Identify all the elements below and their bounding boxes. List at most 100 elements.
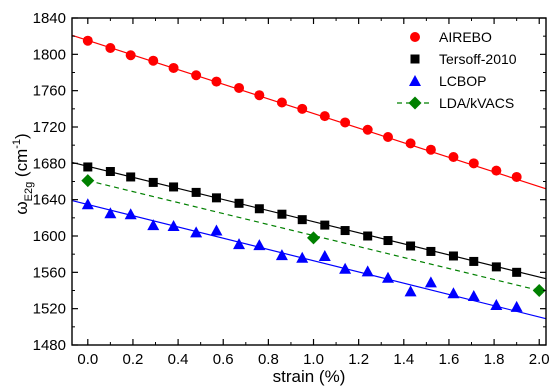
x-tick-label: 0.6 [213,351,234,368]
point-airebo [405,138,416,149]
point-lcbop [510,300,523,312]
point-airebo [254,90,265,101]
legend-label: AIREBO [439,29,492,45]
point-lda-kvacs [532,284,546,297]
point-tersoff-2010 [363,231,373,241]
point-airebo [340,117,351,128]
y-axis-symbol: ω [12,201,31,214]
legend-label: LDA/kVACS [439,95,514,111]
point-lcbop [124,208,137,220]
y-tick-label: 1720 [33,119,66,136]
point-tersoff-2010 [169,182,179,192]
legend: AIREBO Tersoff-2010 LCBOP LDA/kVACS [397,29,517,111]
point-tersoff-2010 [234,198,244,208]
point-lcbop [253,239,266,251]
legend-item-lcbop: LCBOP [409,73,486,89]
point-tersoff-2010 [211,193,221,203]
point-lcbop [210,224,223,236]
x-tick-label: 1.2 [348,351,369,368]
point-lcbop [296,251,309,263]
point-airebo [125,50,136,61]
y-tick-label: 1600 [33,228,66,245]
legend-marker [410,32,420,42]
point-airebo [319,111,330,122]
point-lda-kvacs [307,231,321,245]
data-markers [81,35,546,312]
point-airebo [425,144,436,155]
legend-item-tersoff-2010: Tersoff-2010 [410,51,517,67]
legend-item-airebo: AIREBO [410,29,492,45]
point-tersoff-2010 [105,167,115,177]
y-tick-label: 1560 [33,264,66,281]
point-lcbop [318,249,331,261]
legend-marker [410,54,420,64]
y-tick-label: 1640 [33,192,66,209]
point-tersoff-2010 [254,204,264,214]
point-tersoff-2010 [126,172,136,182]
point-tersoff-2010 [191,187,201,197]
point-lcbop [447,287,460,299]
point-lcbop [339,262,352,274]
y-tick-label: 1800 [33,46,66,63]
point-airebo [297,103,308,114]
point-tersoff-2010 [83,162,93,172]
legend-marker [409,75,421,86]
fit-line-lcbop [71,199,547,320]
point-lcbop [490,299,503,311]
point-airebo [168,62,179,73]
x-tick-label: 2.0 [529,351,550,368]
x-tick-label: 1.4 [393,351,414,368]
point-tersoff-2010 [406,241,416,251]
point-lcbop [190,226,203,238]
point-airebo [448,151,459,162]
y-axis-unit-post: ) [12,133,31,139]
point-tersoff-2010 [426,246,436,256]
y-axis-title: ωE2g (cm-1) [11,133,35,214]
point-airebo [491,165,502,176]
point-lcbop [404,285,417,297]
point-lcbop [104,207,117,219]
point-airebo [234,82,245,93]
x-tick-label: 0.2 [123,351,144,368]
y-axis-unit-pre: (cm [12,149,31,182]
legend-item-lda-kvacs: LDA/kVACS [397,95,514,111]
point-lcbop [424,276,437,288]
point-tersoff-2010 [277,209,287,219]
point-tersoff-2010 [469,256,479,266]
point-lcbop [167,220,180,232]
point-tersoff-2010 [448,251,458,261]
point-tersoff-2010 [491,262,501,272]
point-lcbop [361,265,374,277]
point-airebo [383,131,393,142]
point-lda-kvacs [81,174,95,188]
point-lcbop [81,198,94,210]
point-airebo [82,35,93,46]
point-lcbop [147,219,160,231]
legend-label: LCBOP [439,73,486,89]
x-tick-label: 1.0 [303,351,324,368]
point-airebo [191,70,202,81]
point-airebo [468,158,479,169]
x-tick-label: 0.0 [77,351,98,368]
fit-line-lda-kvacs [87,180,540,292]
point-airebo [105,42,116,53]
point-tersoff-2010 [148,177,158,187]
point-tersoff-2010 [340,226,350,236]
axes: 1480 1520 1560 1600 1640 1680 1720 1760 1800 1840… [33,10,550,368]
x-tick-label: 0.4 [168,351,189,368]
point-airebo [148,55,159,66]
y-axis-unit-sup: -1 [11,139,23,149]
point-airebo [211,76,222,87]
legend-marker [408,96,422,110]
point-airebo [276,97,287,108]
point-tersoff-2010 [383,236,393,246]
y-tick-label: 1680 [33,155,66,172]
point-tersoff-2010 [512,267,522,277]
point-lcbop [233,238,246,250]
point-airebo [362,124,373,135]
y-tick-label: 1760 [33,83,66,100]
point-airebo [511,171,522,182]
legend-label: Tersoff-2010 [439,51,517,67]
x-tick-label: 0.8 [258,351,279,368]
